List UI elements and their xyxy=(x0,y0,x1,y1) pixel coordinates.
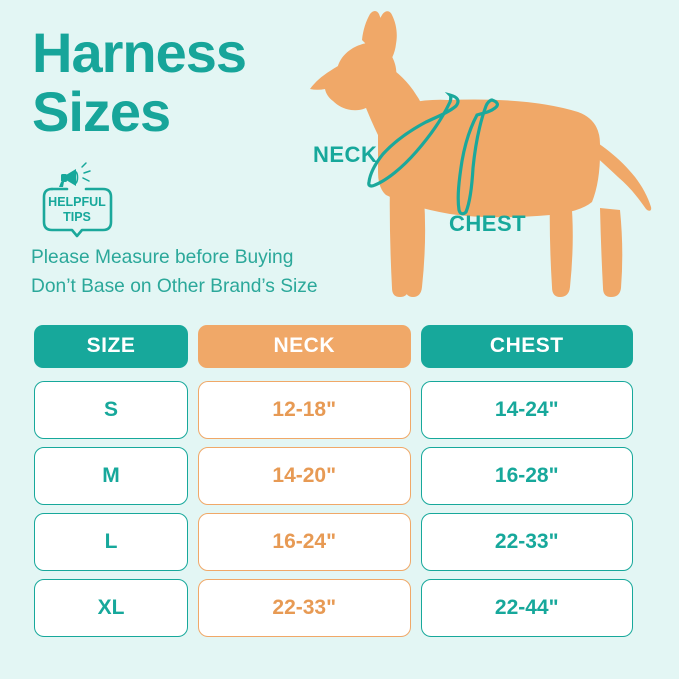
svg-text:HELPFUL: HELPFUL xyxy=(48,195,106,209)
svg-text:TIPS: TIPS xyxy=(63,210,91,224)
